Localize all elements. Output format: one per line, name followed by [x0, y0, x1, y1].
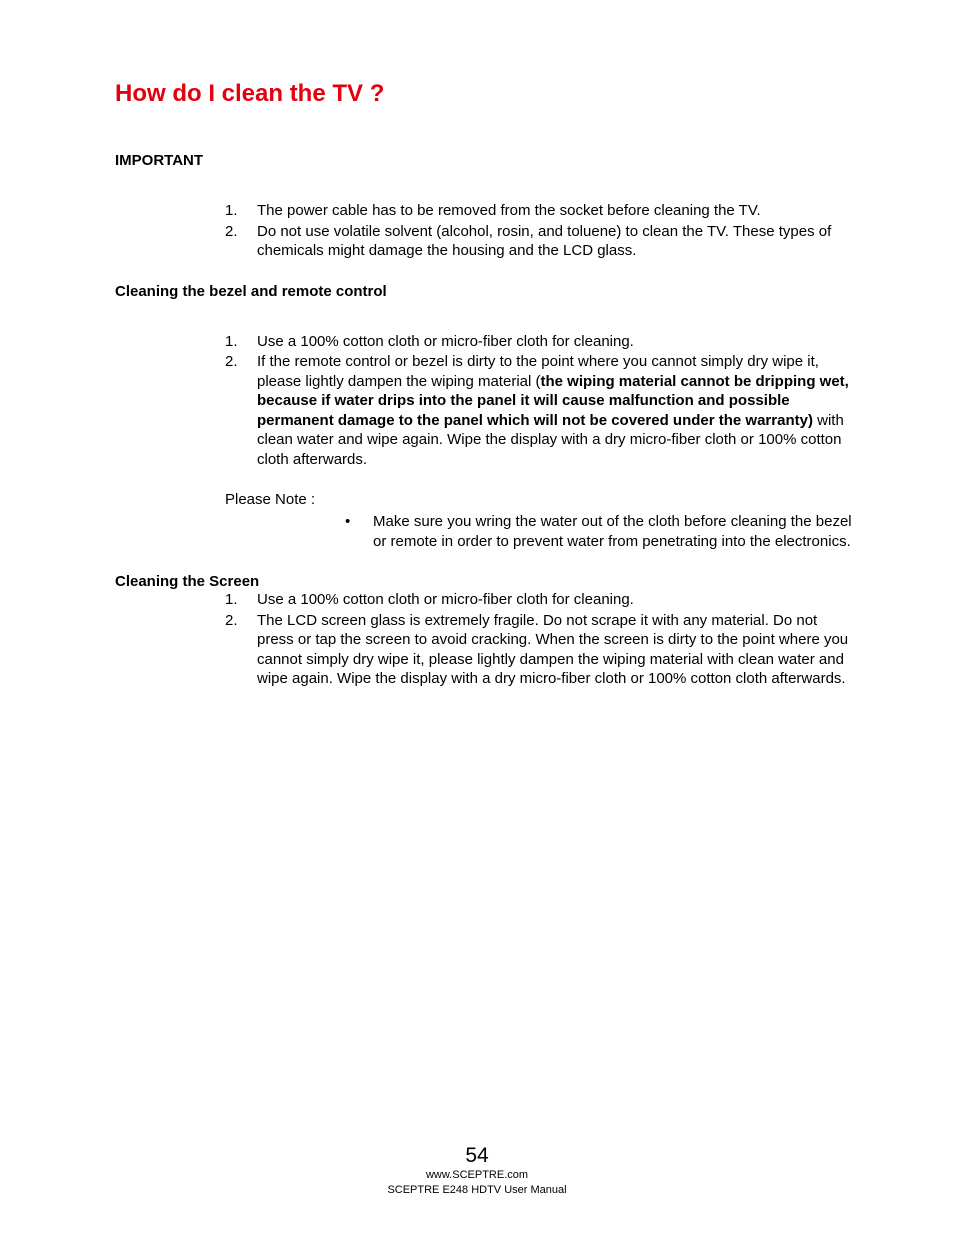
bezel-list: 1. Use a 100% cotton cloth or micro-fibe…	[115, 332, 854, 470]
list-number: 2.	[225, 352, 257, 469]
section-heading-important: IMPORTANT	[115, 152, 854, 169]
list-text: The LCD screen glass is extremely fragil…	[257, 611, 854, 689]
list-item: 2. The LCD screen glass is extremely fra…	[225, 611, 854, 689]
page-title: How do I clean the TV ?	[115, 80, 854, 108]
list-text: Use a 100% cotton cloth or micro-fiber c…	[257, 332, 854, 352]
list-text: Use a 100% cotton cloth or micro-fiber c…	[257, 590, 854, 610]
list-item: 1. The power cable has to be removed fro…	[225, 201, 854, 221]
list-number: 2.	[225, 611, 257, 689]
list-number: 1.	[225, 332, 257, 352]
manual-page: How do I clean the TV ? IMPORTANT 1. The…	[0, 0, 954, 689]
list-item: 1. Use a 100% cotton cloth or micro-fibe…	[225, 332, 854, 352]
list-text: The power cable has to be removed from t…	[257, 201, 854, 221]
list-text: If the remote control or bezel is dirty …	[257, 352, 854, 469]
bullet-text: Make sure you wring the water out of the…	[373, 512, 854, 551]
note-bullet-list: • Make sure you wring the water out of t…	[115, 512, 854, 551]
list-number: 2.	[225, 222, 257, 261]
page-number: 54	[0, 1144, 954, 1168]
footer-url: www.SCEPTRE.com	[0, 1168, 954, 1182]
page-footer: 54 www.SCEPTRE.com SCEPTRE E248 HDTV Use…	[0, 1144, 954, 1197]
list-item: 1. Use a 100% cotton cloth or micro-fibe…	[225, 590, 854, 610]
footer-manual-title: SCEPTRE E248 HDTV User Manual	[0, 1183, 954, 1197]
list-item: 2. Do not use volatile solvent (alcohol,…	[225, 222, 854, 261]
list-text: Do not use volatile solvent (alcohol, ro…	[257, 222, 854, 261]
section-heading-bezel: Cleaning the bezel and remote control	[115, 283, 854, 300]
bullet-icon: •	[345, 512, 373, 551]
bullet-item: • Make sure you wring the water out of t…	[345, 512, 854, 551]
list-number: 1.	[225, 201, 257, 221]
list-number: 1.	[225, 590, 257, 610]
screen-list: 1. Use a 100% cotton cloth or micro-fibe…	[115, 590, 854, 689]
important-list: 1. The power cable has to be removed fro…	[115, 201, 854, 261]
please-note-label: Please Note :	[115, 491, 854, 508]
section-heading-screen: Cleaning the Screen	[115, 573, 854, 590]
list-item: 2. If the remote control or bezel is dir…	[225, 352, 854, 469]
